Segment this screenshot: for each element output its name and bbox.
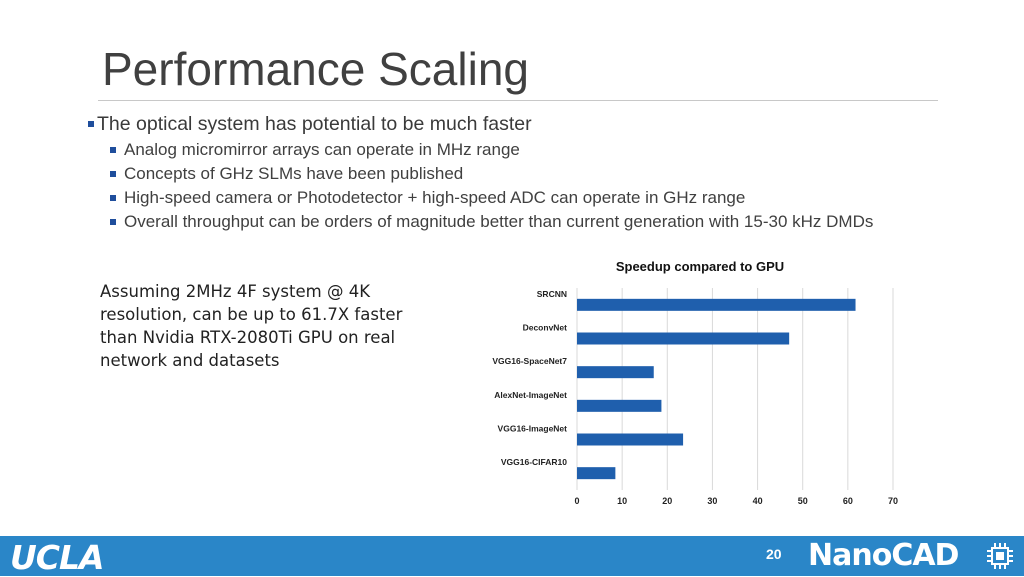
sub-bullet: Analog micromirror arrays can operate in…: [110, 140, 938, 160]
nanocad-logo: NanoCAD: [808, 538, 959, 573]
chip-icon: [987, 543, 1013, 569]
bullet-square-icon: [110, 147, 116, 153]
page-number: 20: [766, 546, 782, 562]
sub-bullet-text: High-speed camera or Photodetector + hig…: [124, 188, 746, 207]
category-label: DeconvNet: [523, 323, 568, 333]
bullet-square-icon: [110, 219, 116, 225]
speedup-bar-chart: Speedup compared to GPU 0 10 20 30 40 50 60 70 SR…: [492, 259, 898, 506]
bar-vgg16-imagenet: [577, 433, 684, 446]
footer-bar: UCLA 20 NanoCAD: [0, 536, 1024, 577]
bar-vgg16-cifar10: [577, 467, 616, 480]
category-label: VGG16-ImageNet: [498, 424, 568, 434]
x-tick-label: 70: [888, 496, 898, 506]
ucla-logo: UCLA: [10, 538, 105, 577]
category-label: VGG16-SpaceNet7: [492, 356, 567, 366]
title-divider: [98, 100, 938, 101]
sub-bullet-text: Concepts of GHz SLMs have been published: [124, 164, 464, 183]
bullet-square-icon: [110, 195, 116, 201]
slide-title: Performance Scaling: [102, 43, 529, 95]
sub-bullet-text: Analog micromirror arrays can operate in…: [124, 140, 520, 159]
chart-title: Speedup compared to GPU: [616, 259, 784, 274]
category-label: VGG16-CIFAR10: [501, 457, 567, 467]
x-tick-label: 60: [843, 496, 853, 506]
sub-bullet: Concepts of GHz SLMs have been published: [110, 164, 938, 184]
bullet-main: The optical system has potential to be m…: [88, 112, 938, 136]
sub-bullet: Overall throughput can be orders of magn…: [110, 212, 938, 232]
x-tick-label: 30: [707, 496, 717, 506]
category-label: AlexNet-ImageNet: [494, 390, 567, 400]
x-tick-label: 50: [798, 496, 808, 506]
assumption-note: Assuming 2MHz 4F system @ 4K resolution,…: [100, 282, 403, 370]
bar-srcnn: [577, 298, 856, 311]
x-tick-label: 10: [617, 496, 627, 506]
bar-deconvnet: [577, 332, 790, 345]
x-tick-label: 20: [662, 496, 672, 506]
bullet-main-text: The optical system has potential to be m…: [97, 113, 532, 135]
sub-bullet-text: Overall throughput can be orders of magn…: [124, 212, 874, 231]
category-label: SRCNN: [537, 289, 567, 299]
bullet-square-icon: [110, 171, 116, 177]
x-tick-label: 0: [574, 496, 579, 506]
bullet-square-icon: [88, 121, 94, 127]
bar-vgg16-spacenet7: [577, 366, 654, 379]
bullet-list: The optical system has potential to be m…: [88, 112, 938, 232]
x-tick-label: 40: [753, 496, 763, 506]
sub-bullet: High-speed camera or Photodetector + hig…: [110, 188, 938, 208]
bar-alexnet-imagenet: [577, 399, 662, 412]
